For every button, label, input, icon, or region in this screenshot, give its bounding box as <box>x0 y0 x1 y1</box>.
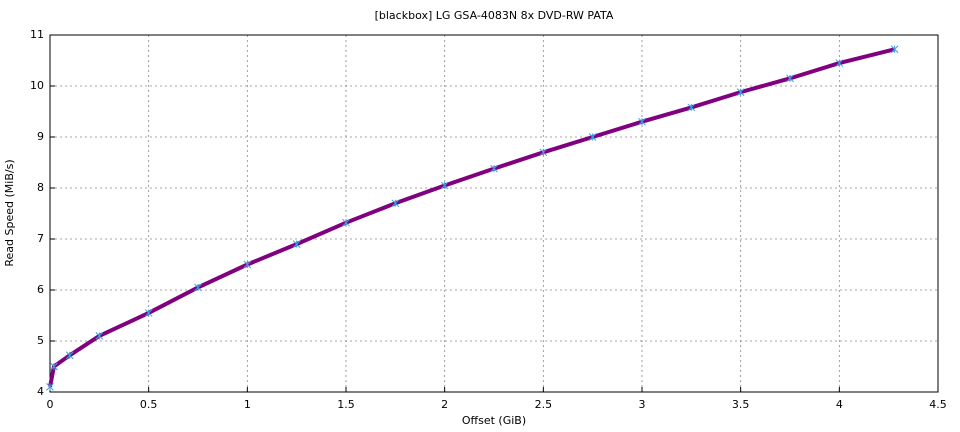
x-tick-label: 3.5 <box>732 398 750 411</box>
y-tick-label: 7 <box>37 232 44 245</box>
data-point <box>95 332 104 340</box>
x-tick-label: 3 <box>639 398 646 411</box>
y-tick-label: 11 <box>30 28 44 41</box>
data-point <box>687 103 696 112</box>
y-tick-label: 8 <box>37 181 44 194</box>
x-tick-label: 4 <box>836 398 843 411</box>
data-point <box>65 351 74 360</box>
data-point <box>490 164 498 173</box>
y-tick-label: 9 <box>37 130 44 143</box>
data-point <box>786 74 794 83</box>
data-point <box>440 181 449 190</box>
x-tick-label: 2 <box>441 398 448 411</box>
y-axis-label: Read Speed (MiB/s) <box>3 159 16 266</box>
data-point <box>194 283 202 292</box>
x-axis-label: Offset (GiB) <box>462 414 526 427</box>
data-point <box>588 133 597 141</box>
data-point <box>736 88 745 96</box>
x-tick-label: 1 <box>244 398 251 411</box>
data-point <box>835 59 844 67</box>
y-tick-label: 6 <box>37 283 44 296</box>
data-point <box>391 199 400 208</box>
y-tick-label: 4 <box>37 385 44 398</box>
data-point <box>46 383 54 391</box>
data-point <box>890 45 899 54</box>
x-tick-label: 1.5 <box>337 398 355 411</box>
data-point <box>243 260 252 269</box>
data-point <box>638 117 646 126</box>
data-point <box>342 218 350 227</box>
y-tick-label: 10 <box>30 79 44 92</box>
y-tick-label: 5 <box>37 334 44 347</box>
chart-title: [blackbox] LG GSA-4083N 8x DVD-RW PATA <box>375 9 614 22</box>
data-point <box>539 148 548 157</box>
data-point <box>292 240 301 248</box>
x-tick-label: 0 <box>47 398 54 411</box>
x-tick-label: 0.5 <box>140 398 158 411</box>
x-tick-label: 2.5 <box>535 398 553 411</box>
series-line <box>48 47 896 388</box>
data-point <box>50 362 58 371</box>
data-point <box>144 309 153 317</box>
plot-frame <box>49 34 939 393</box>
x-tick-label: 4.5 <box>929 398 947 411</box>
